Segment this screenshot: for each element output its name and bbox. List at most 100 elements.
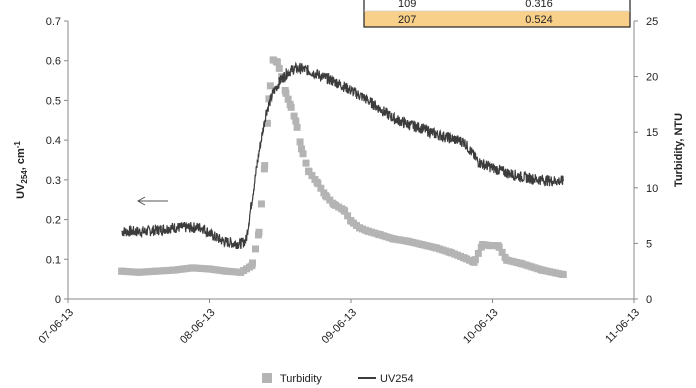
- x-tick-label: 08-06-13: [178, 307, 218, 347]
- y-left-tick-label: 0.2: [46, 215, 61, 227]
- turbidity-point: [118, 267, 126, 275]
- turbidity-point: [305, 167, 313, 175]
- turbidity-point: [286, 100, 294, 108]
- turbidity-point: [296, 138, 304, 146]
- turbidity-point: [261, 162, 269, 170]
- turbidity-point: [255, 228, 263, 236]
- x-tick-label: 07-06-13: [36, 307, 76, 347]
- turbidity-point: [248, 262, 256, 270]
- turbidity-point: [297, 145, 305, 153]
- y-right-tick-label: 0: [646, 294, 652, 306]
- turbidity-point: [364, 227, 372, 235]
- x-tick-label: 11-06-13: [603, 307, 642, 346]
- turbidity-point: [479, 241, 487, 249]
- y-left-tick-label: 0.1: [46, 254, 61, 266]
- y-right-tick-label: 25: [646, 16, 658, 28]
- turbidity-point: [375, 231, 383, 239]
- legend-turbidity-label: Turbidity: [280, 373, 322, 385]
- turbidity-point: [206, 265, 213, 273]
- y-left-label-sup: -1: [13, 141, 22, 149]
- turbidity-point: [263, 119, 271, 127]
- turbidity-point: [460, 254, 468, 262]
- turbidity-point: [292, 117, 300, 125]
- turbidity-point: [275, 64, 283, 72]
- turbidity-point: [170, 266, 178, 274]
- y-left-label-sub: 254: [20, 170, 29, 184]
- turbidity-point: [355, 224, 363, 232]
- turbidity-point: [251, 245, 259, 253]
- y-left-tick-label: 0.4: [46, 135, 61, 147]
- turbidity-point: [517, 259, 525, 267]
- turbidity-point: [389, 235, 397, 243]
- turbidity-point: [503, 256, 511, 264]
- turbidity-point: [559, 271, 567, 279]
- uv254-line: [121, 61, 564, 250]
- turbidity-point: [257, 200, 265, 208]
- turbidity-point: [470, 258, 478, 266]
- legend: Turbidity UV254: [262, 373, 414, 385]
- turbidity-point: [273, 58, 281, 66]
- y-left-tick-label: 0.6: [46, 56, 61, 68]
- turbidity-point: [498, 248, 506, 256]
- turbidity-point: [322, 192, 330, 200]
- turbidity-point: [222, 267, 230, 275]
- turbidity-point: [474, 249, 482, 257]
- turbidity-series: [118, 56, 567, 279]
- turbidity-point: [404, 237, 412, 245]
- y-right-tick-label: 15: [646, 127, 658, 139]
- turbidity-point: [299, 150, 307, 158]
- turbidity-point: [340, 206, 348, 214]
- turbidity-point: [347, 217, 355, 225]
- turbidity-point: [284, 95, 292, 103]
- y-right-tick-label: 20: [646, 72, 658, 84]
- turbidity-point: [302, 159, 310, 167]
- inset-table: 109 0.316 207 0.524: [363, 0, 631, 28]
- y-right-tick-label: 10: [646, 183, 658, 195]
- turbidity-point: [293, 123, 301, 131]
- annotations: [136, 196, 168, 206]
- turbidity-point: [494, 242, 502, 250]
- y-left-tick-label: 0.3: [46, 175, 61, 187]
- x-tick-label: 09-06-13: [319, 307, 359, 347]
- turbidity-point: [344, 212, 352, 220]
- table-cell: 109: [398, 0, 416, 10]
- y-left-tick-label: 0.5: [46, 95, 61, 107]
- turbidity-point: [418, 241, 426, 249]
- y-left-tick-label: 0: [55, 294, 61, 306]
- y-right-tick-label: 5: [646, 238, 652, 250]
- uv254-series: [121, 61, 564, 250]
- turbidity-point: [317, 184, 325, 192]
- turbidity-point: [538, 266, 546, 274]
- table-row-bg: [364, 11, 630, 27]
- table-row-bg: [364, 0, 630, 11]
- legend-turbidity-marker: [262, 373, 272, 383]
- axes: 0 0.1 0.2 0.3 0.4 0.5 0.6 0.7 0 5 10 15 20 25 07-06-13…: [36, 16, 658, 346]
- turbidity-point: [265, 95, 273, 103]
- turbidity-point: [189, 264, 197, 272]
- x-tick-label: 10-06-13: [461, 307, 501, 347]
- y-axis-right-title: Turbidity, NTU: [673, 113, 685, 187]
- turbidity-point: [152, 267, 160, 275]
- table-cell: 0.524: [525, 14, 553, 26]
- turbidity-point: [282, 89, 290, 97]
- table-cell: 0.316: [525, 0, 553, 10]
- turbidity-point: [290, 112, 298, 120]
- legend-uv254-label: UV254: [380, 373, 414, 385]
- y-left-tick-label: 0.7: [46, 16, 61, 28]
- turbidity-point: [446, 248, 454, 256]
- table-cell: 207: [398, 14, 416, 26]
- turbidity-point: [432, 244, 440, 252]
- y-axis-left-title: UV254, cm-1: [13, 141, 29, 199]
- turbidity-point: [486, 242, 494, 250]
- turbidity-point: [237, 268, 245, 276]
- turbidity-point: [135, 268, 143, 276]
- y-left-label-main: UV: [15, 183, 27, 199]
- turbidity-point: [269, 56, 277, 64]
- turbidity-point: [313, 178, 321, 186]
- arrow-head: [136, 196, 146, 206]
- turbidity-point: [266, 82, 274, 90]
- turbidity-point: [330, 200, 338, 208]
- turbidity-point: [308, 172, 316, 180]
